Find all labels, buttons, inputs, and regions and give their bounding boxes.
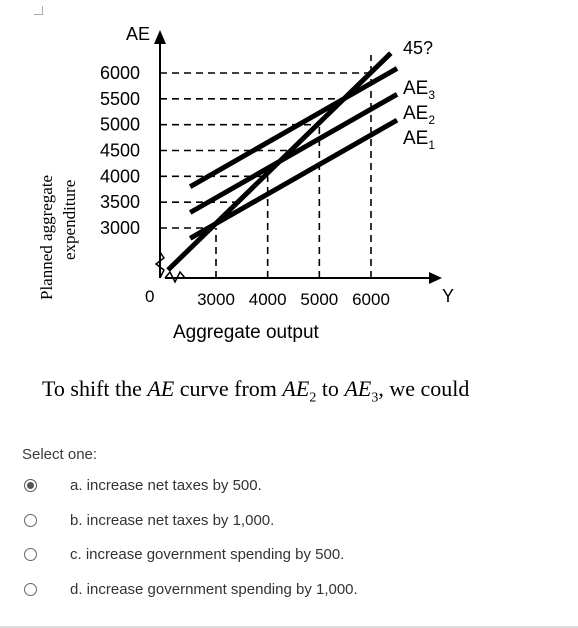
label-ae2-main: AE xyxy=(403,103,428,124)
x-tick-label: 3000 xyxy=(197,290,235,309)
y-tick-label: 4000 xyxy=(100,166,140,186)
question-mid: curve from xyxy=(174,376,283,401)
option-c-label[interactable]: c. increase government spending by 500. xyxy=(70,545,345,563)
y-axis-label-line1: Planned aggregate xyxy=(37,175,56,300)
option-b-radio[interactable] xyxy=(24,513,37,527)
series-line-ae1 xyxy=(188,117,399,241)
label-ae3: AE3 xyxy=(403,78,435,102)
option-d-radio[interactable] xyxy=(24,582,37,596)
x-axis-arrow xyxy=(429,272,442,284)
y-tick-label: 5000 xyxy=(100,115,140,135)
y-axis-label-line2: expenditure xyxy=(60,180,79,260)
x-tick-labels: 3000 4000 5000 6000 xyxy=(197,290,390,309)
question-text: To shift the AE curve from AE2 to AE3, w… xyxy=(42,376,469,406)
axes xyxy=(154,30,442,284)
axis-break xyxy=(154,251,166,279)
label-ae2: AE2 xyxy=(403,103,435,127)
label-ae3-main: AE xyxy=(403,78,428,99)
label-ae1: AE1 xyxy=(403,128,435,152)
option-a[interactable]: a. increase net taxes by 500. xyxy=(24,472,262,498)
question-suffix: , we could xyxy=(378,376,470,401)
series-line-ae3 xyxy=(188,66,399,189)
y-tick-label: 6000 xyxy=(100,63,140,83)
option-b-label[interactable]: b. increase net taxes by 1,000. xyxy=(70,511,275,529)
y-axis-arrow xyxy=(154,30,166,44)
question-ae: AE xyxy=(147,376,175,401)
y-tick-labels: 6000 5500 5000 4500 4000 3500 3000 xyxy=(100,63,140,238)
label-ae1-sub: 1 xyxy=(428,138,435,152)
option-c[interactable]: c. increase government spending by 500. xyxy=(24,541,344,567)
select-one-label: Select one: xyxy=(22,446,98,463)
y-tick-label: 3500 xyxy=(100,192,140,212)
option-a-label[interactable]: a. increase net taxes by 500. xyxy=(70,476,262,494)
x-axis-title: Y xyxy=(442,286,454,306)
option-d-label[interactable]: d. increase government spending by 1,000… xyxy=(70,580,358,598)
ae-diagram: Planned aggregate expenditure AE Y 0 600… xyxy=(37,24,454,343)
option-a-radio[interactable] xyxy=(24,478,37,492)
question-to: AE xyxy=(344,376,372,401)
y-tick-label: 4500 xyxy=(100,141,140,161)
x-axis-break xyxy=(164,270,186,284)
label-45: 45? xyxy=(403,38,433,58)
label-ae1-main: AE xyxy=(403,128,428,149)
x-axis-label: Aggregate output xyxy=(173,322,320,343)
x-tick-label: 4000 xyxy=(249,290,287,309)
bottom-divider xyxy=(0,626,578,628)
y-tick-label: 5500 xyxy=(100,89,140,109)
x-tick-label: 6000 xyxy=(352,290,390,309)
question-to-word: to xyxy=(316,376,345,401)
option-d[interactable]: d. increase government spending by 1,000… xyxy=(24,576,358,602)
x-tick-label: 5000 xyxy=(300,290,338,309)
question-to-sub: 3 xyxy=(371,390,379,406)
origin-label: 0 xyxy=(145,287,154,306)
y-axis-title: AE xyxy=(126,24,150,44)
label-ae2-sub: 2 xyxy=(428,113,435,127)
series-lines xyxy=(166,51,399,272)
y-tick-label: 3000 xyxy=(100,218,140,238)
option-b[interactable]: b. increase net taxes by 1,000. xyxy=(24,507,274,533)
label-ae3-sub: 3 xyxy=(428,88,435,102)
option-c-radio[interactable] xyxy=(24,547,37,561)
question-from: AE xyxy=(282,376,310,401)
series-line-ae2 xyxy=(188,92,399,215)
question-from-sub: 2 xyxy=(309,390,317,406)
corner-mark xyxy=(34,6,43,15)
question-prefix: To shift the xyxy=(42,376,148,401)
